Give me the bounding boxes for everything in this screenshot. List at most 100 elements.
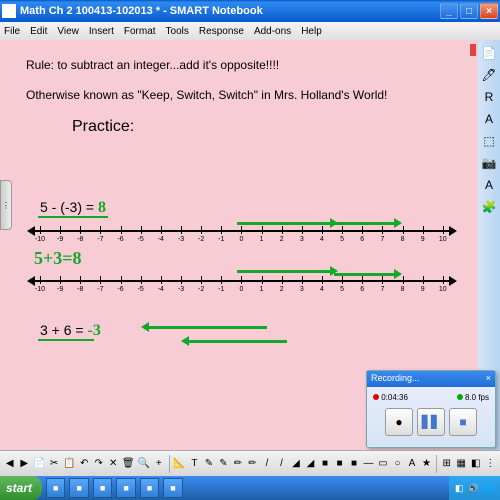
toolbar-btn-23[interactable]: ■ bbox=[334, 456, 346, 472]
tick-label: -10 bbox=[34, 286, 46, 293]
toolbar-btn-2[interactable]: 📄 bbox=[33, 456, 45, 472]
menu-file[interactable]: File bbox=[4, 26, 20, 37]
toolbar-btn-5[interactable]: ↶ bbox=[78, 456, 90, 472]
stop-button[interactable]: ■ bbox=[449, 408, 477, 436]
right-tool-7[interactable]: 🧩 bbox=[481, 200, 497, 216]
toolbar-btn-12[interactable]: 📐 bbox=[173, 456, 185, 472]
toolbar-btn-31[interactable]: ⊞ bbox=[441, 456, 453, 472]
toolbar-btn-28[interactable]: A bbox=[406, 456, 418, 472]
taskbar-item-5[interactable]: ■ bbox=[163, 478, 182, 498]
taskbar-item-3[interactable]: ■ bbox=[116, 478, 135, 498]
tick: 10 bbox=[443, 226, 444, 234]
menu-insert[interactable]: Insert bbox=[89, 26, 114, 37]
right-tool-5[interactable]: 📷 bbox=[481, 156, 497, 172]
toolbar-btn-29[interactable]: ★ bbox=[421, 456, 433, 472]
record-button[interactable]: ● bbox=[385, 408, 413, 436]
toolbar-btn-26[interactable]: ▭ bbox=[377, 456, 389, 472]
recording-panel[interactable]: Recording... × 0:04:36 8.0 fps ● ▋▋ ■ bbox=[366, 370, 496, 448]
taskbar-item-2[interactable]: ■ bbox=[93, 478, 112, 498]
tick: 5 bbox=[342, 276, 343, 284]
toolbar-btn-34[interactable]: ⋮ bbox=[484, 456, 496, 472]
tick-label: 10 bbox=[437, 286, 449, 293]
right-tool-1[interactable]: 🖊 bbox=[481, 68, 497, 84]
toolbar-btn-19[interactable]: / bbox=[276, 456, 288, 472]
tick-label: -3 bbox=[175, 286, 187, 293]
toolbar-btn-16[interactable]: ✏ bbox=[232, 456, 244, 472]
problem1-underline bbox=[38, 216, 108, 218]
tray-icon-2[interactable]: 🌐 bbox=[483, 483, 494, 494]
menu-tools[interactable]: Tools bbox=[166, 26, 189, 37]
maximize-button[interactable]: □ bbox=[460, 3, 478, 19]
tick: -6 bbox=[121, 226, 122, 234]
toolbar-btn-8[interactable]: 🗑 bbox=[122, 456, 135, 472]
tray-icon-0[interactable]: ◧ bbox=[455, 483, 464, 494]
tick-label: 2 bbox=[276, 236, 288, 243]
toolbar-btn-17[interactable]: ✏ bbox=[247, 456, 259, 472]
toolbar-btn-9[interactable]: 🔍 bbox=[138, 456, 150, 472]
right-tool-4[interactable]: ⬚ bbox=[481, 134, 497, 150]
start-label: start bbox=[6, 481, 32, 495]
recording-close-icon[interactable]: × bbox=[486, 373, 491, 385]
tick: -7 bbox=[100, 276, 101, 284]
minimize-button[interactable]: _ bbox=[440, 3, 458, 19]
menu-edit[interactable]: Edit bbox=[30, 26, 47, 37]
taskbar-item-0[interactable]: ■ bbox=[46, 478, 65, 498]
tick-label: -2 bbox=[195, 236, 207, 243]
right-tool-6[interactable]: A bbox=[481, 178, 497, 194]
tick: 9 bbox=[423, 226, 424, 234]
arrow3a bbox=[147, 326, 267, 329]
sidebar-expand-tab[interactable]: ⋮ bbox=[0, 180, 12, 230]
toolbar-btn-6[interactable]: ↷ bbox=[93, 456, 105, 472]
close-button[interactable]: × bbox=[480, 3, 498, 19]
tick: 9 bbox=[423, 276, 424, 284]
toolbar-btn-24[interactable]: ■ bbox=[348, 456, 360, 472]
tick-label: 1 bbox=[256, 286, 268, 293]
taskbar-item-4[interactable]: ■ bbox=[140, 478, 159, 498]
menu-bar: File Edit View Insert Format Tools Response Add… bbox=[0, 22, 500, 40]
system-tray[interactable]: ◧ 🔊 🌐 bbox=[449, 476, 500, 500]
tick-label: 9 bbox=[417, 236, 429, 243]
right-tool-2[interactable]: R bbox=[481, 90, 497, 106]
menu-add-ons[interactable]: Add-ons bbox=[254, 26, 291, 37]
toolbar-btn-32[interactable]: ▦ bbox=[455, 456, 467, 472]
pause-button[interactable]: ▋▋ bbox=[417, 408, 445, 436]
tray-icon-1[interactable]: 🔊 bbox=[468, 483, 479, 494]
tick-label: 3 bbox=[296, 236, 308, 243]
tick-label: 8 bbox=[397, 236, 409, 243]
menu-view[interactable]: View bbox=[57, 26, 79, 37]
menu-format[interactable]: Format bbox=[124, 26, 156, 37]
toolbar-btn-0[interactable]: ◀ bbox=[4, 456, 16, 472]
tick-label: -2 bbox=[195, 286, 207, 293]
right-tool-3[interactable]: A bbox=[481, 112, 497, 128]
toolbar-btn-27[interactable]: ○ bbox=[392, 456, 404, 472]
toolbar-btn-33[interactable]: ◧ bbox=[470, 456, 482, 472]
menu-help[interactable]: Help bbox=[301, 26, 322, 37]
toolbar-btn-22[interactable]: ■ bbox=[319, 456, 331, 472]
toolbar-btn-1[interactable]: ▶ bbox=[19, 456, 31, 472]
toolbar-btn-13[interactable]: T bbox=[189, 456, 201, 472]
toolbar-btn-21[interactable]: ◢ bbox=[305, 456, 317, 472]
toolbar-btn-20[interactable]: ◢ bbox=[290, 456, 302, 472]
toolbar-separator bbox=[436, 455, 437, 473]
toolbar-btn-4[interactable]: 📋 bbox=[63, 456, 75, 472]
toolbar-btn-10[interactable]: + bbox=[153, 456, 165, 472]
arrow1a bbox=[237, 222, 332, 225]
start-button[interactable]: start bbox=[0, 476, 42, 500]
toolbar-btn-3[interactable]: ✂ bbox=[48, 456, 60, 472]
tick: 2 bbox=[282, 276, 283, 284]
tick: 8 bbox=[403, 276, 404, 284]
problem2-expr-text: 3 + 6 = bbox=[40, 322, 84, 338]
toolbar-btn-25[interactable]: — bbox=[363, 456, 375, 472]
right-tool-0[interactable]: 📄 bbox=[481, 46, 497, 62]
tick: -1 bbox=[221, 226, 222, 234]
toolbar-btn-18[interactable]: / bbox=[261, 456, 273, 472]
menu-response[interactable]: Response bbox=[199, 26, 244, 37]
tick: -2 bbox=[201, 226, 202, 234]
toolbar-btn-7[interactable]: ✕ bbox=[107, 456, 119, 472]
taskbar-item-1[interactable]: ■ bbox=[69, 478, 88, 498]
toolbar-btn-15[interactable]: ✎ bbox=[218, 456, 230, 472]
toolbar-btn-14[interactable]: ✎ bbox=[203, 456, 215, 472]
problem2-underline bbox=[38, 339, 94, 341]
tick: 1 bbox=[262, 226, 263, 234]
problem1-expression: 5 - (-3) = 8 bbox=[40, 199, 106, 217]
